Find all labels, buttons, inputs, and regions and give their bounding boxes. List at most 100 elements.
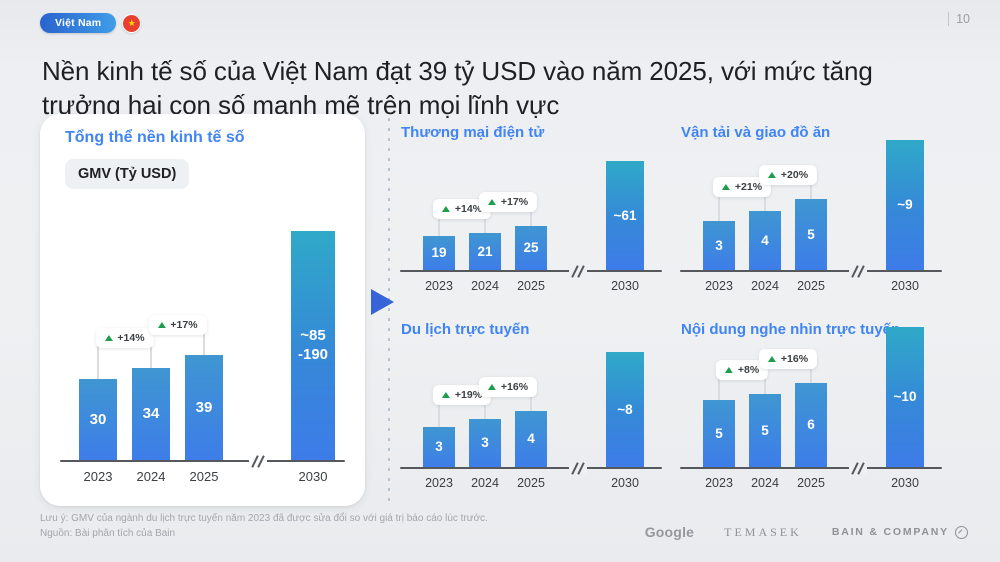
flow-arrow-icon [371,289,394,315]
bar-value: ~10 [893,389,917,405]
growth-value: +16% [500,380,529,393]
bar-2024: 4 [749,210,781,270]
slide-title: Nền kinh tế số của Việt Nam đạt 39 tỷ US… [42,56,873,121]
bar-2030-projection: ~8 [606,351,644,467]
country-badge[interactable]: Việt Nam [40,13,117,33]
leader-line [530,208,532,226]
footer-note: Lưu ý: GMV của ngành du lịch trực tuyến … [40,513,488,524]
bar-value: 6 [807,417,815,433]
bar-2023: 3 [703,221,735,270]
growth-up-triangle-icon [487,198,496,205]
x-axis [400,264,662,278]
year-label: 2025 [517,279,545,293]
leader-line [530,393,532,411]
leader-line [810,366,812,383]
chart-block-ecommerce: Thương mại điện tử +14% +17% 19 21 25 ~61 2023… [400,124,668,320]
bain-logo: BAIN & COMPANY [831,525,968,539]
year-label: 2025 [797,476,825,490]
growth-value: +20% [780,169,809,182]
bar-2025: 39 [185,354,223,460]
chart-block-online-travel: Du lịch trực tuyến +19% +16% 3 3 4 ~8 2023 2024… [400,321,668,517]
year-label: 2024 [751,476,779,490]
chart-block-online-media: Nội dung nghe nhìn trực tuyến +8% +16% 5 5 6… [680,321,948,517]
x-axis-labels: 2023 2024 2025 2030 [680,279,942,297]
bar-value: ~61 [613,207,637,223]
leader-line [718,193,720,222]
year-label: 2023 [705,476,733,490]
growth-badge: +19% [432,385,492,406]
growth-up-triangle-icon [157,321,166,328]
chart-title: Du lịch trực tuyến [401,321,530,338]
bar-2023: 30 [79,379,117,460]
growth-value: +8% [737,364,760,377]
bar-value: ~8 [617,401,633,417]
page-number: 10 [948,12,970,26]
year-label: 2023 [425,279,453,293]
page-number-value: 10 [956,12,970,26]
plot-area: +21% +20% 3 4 5 ~9 [680,130,942,270]
growth-value: +16% [780,353,809,365]
growth-value: +14% [454,202,483,215]
leader-line [97,345,99,379]
bar-value: 5 [715,425,723,441]
partner-logos: Google TEMASEK BAIN & COMPANY [645,524,968,540]
bar-2025: 6 [795,383,827,467]
x-axis [680,461,942,475]
chart-overall-digital-economy: +14% +17% 30 34 39 ~85 -190 2023 2024 2025 2030 [60,200,345,487]
year-label: 2030 [891,279,919,293]
bar-value: 34 [142,405,160,423]
bar-2025: 4 [515,410,547,467]
bar-2030-projection: ~9 [886,140,924,270]
leader-line [484,393,486,420]
year-label: 2025 [189,469,219,484]
chart-block-transport-food: Vận tải và giao đồ ăn +21% +20% 3 4 5 ~9 2023 2… [680,124,948,320]
bain-logo-text: BAIN & COMPANY [831,526,949,538]
bar-value: 25 [523,239,539,255]
bar-value: 4 [761,232,769,248]
x-axis-labels: 2023 2024 2025 2030 [400,476,662,494]
leader-line [718,377,720,400]
x-axis [400,461,662,475]
bar-2025: 25 [515,225,547,270]
year-label: 2030 [611,279,639,293]
year-label: 2025 [517,476,545,490]
year-label: 2023 [83,469,113,484]
growth-badge: +14% [95,328,154,349]
growth-up-triangle-icon [721,183,730,190]
chart-online-travel: +19% +16% 3 3 4 ~8 2023 2024 2025 2030 [400,327,662,494]
axis-break [849,264,867,278]
growth-value: +19% [454,389,483,402]
card-title: Tổng thể nền kinh tế số [65,129,245,146]
chart-title: Nội dung nghe nhìn trực tuyến [681,321,901,338]
bar-value: 3 [481,435,489,451]
year-label: 2030 [298,469,328,484]
leader-line [810,182,812,200]
year-label: 2023 [425,476,453,490]
chart-title: Thương mại điện tử [401,124,545,141]
bar-value: 19 [431,245,447,261]
growth-value: +17% [170,318,198,331]
year-label: 2030 [611,476,639,490]
overall-economy-card: Tổng thể nền kinh tế số GMV (Tỷ USD) +14… [40,114,365,506]
year-label: 2024 [136,469,166,484]
leader-line [484,208,486,233]
growth-badge: +17% [478,191,538,212]
plot-area: +19% +16% 3 3 4 ~8 [400,327,662,467]
plot-area: +14% +17% 30 34 39 ~85 -190 [60,200,345,460]
axis-break [849,461,867,475]
year-label: 2030 [891,476,919,490]
footer-source: Nguồn: Bài phân tích của Bain [40,527,176,539]
bar-2030-projection: ~61 [606,161,644,270]
growth-badge: +21% [712,176,772,197]
leader-line [438,215,440,237]
axis-break [569,264,587,278]
growth-badge: +8% [715,360,769,381]
chart-transport-food: +21% +20% 3 4 5 ~9 2023 2024 2025 2030 [680,130,942,297]
growth-up-triangle-icon [104,335,113,342]
x-axis-labels: 2023 2024 2025 2030 [400,279,662,297]
bar-value: 39 [195,398,213,416]
x-axis-labels: 2023 2024 2025 2030 [60,469,345,487]
footer-notes: Lưu ý: GMV của ngành du lịch trực tuyến … [40,512,488,541]
axis-break [569,461,587,475]
